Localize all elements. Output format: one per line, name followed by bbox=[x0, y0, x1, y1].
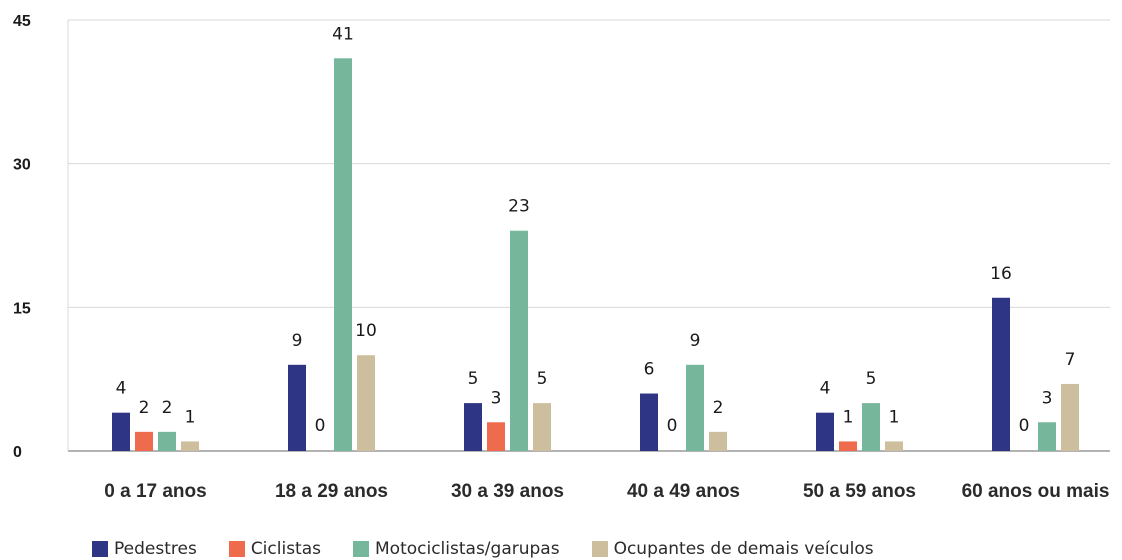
legend-item: Motociclistas/garupas bbox=[353, 539, 560, 559]
data-label: 5 bbox=[866, 369, 877, 389]
data-label: 4 bbox=[116, 379, 127, 399]
bar bbox=[816, 412, 834, 451]
bars bbox=[112, 58, 1079, 452]
legend-label: Ciclistas bbox=[250, 539, 321, 559]
legend-label: Pedestres bbox=[114, 539, 197, 559]
x-tick-label: 30 a 39 anos bbox=[451, 481, 564, 502]
legend-label: Ocupantes de demais veículos bbox=[613, 539, 874, 559]
data-label: 0 bbox=[667, 416, 678, 436]
bar bbox=[357, 355, 375, 451]
data-label: 0 bbox=[1019, 416, 1030, 436]
legend-swatch bbox=[591, 541, 608, 557]
x-tick-label: 60 anos ou mais bbox=[962, 481, 1110, 502]
y-axis: 0 15 30 45 bbox=[13, 13, 31, 461]
x-tick-label: 0 a 17 anos bbox=[104, 481, 206, 502]
bar bbox=[686, 364, 704, 451]
legend-item: Ciclistas bbox=[228, 539, 321, 559]
y-tick-label: 0 bbox=[13, 444, 22, 461]
bar bbox=[862, 403, 880, 451]
data-label: 16 bbox=[990, 264, 1012, 284]
bar bbox=[158, 431, 176, 451]
bar bbox=[885, 441, 903, 451]
data-label: 2 bbox=[139, 398, 150, 418]
legend-item: Pedestres bbox=[92, 539, 197, 559]
x-axis: 0 a 17 anos 18 a 29 anos 30 a 39 anos 40 a … bbox=[104, 481, 1109, 502]
legend-label: Motociclistas/garupas bbox=[375, 539, 560, 559]
bar bbox=[334, 58, 352, 452]
data-label: 5 bbox=[537, 369, 548, 389]
data-label: 10 bbox=[355, 321, 377, 341]
data-label: 1 bbox=[843, 407, 854, 427]
data-label: 3 bbox=[491, 388, 502, 408]
bar bbox=[640, 393, 658, 451]
data-label: 23 bbox=[508, 197, 530, 217]
data-label: 3 bbox=[1042, 388, 1053, 408]
bar bbox=[510, 230, 528, 451]
y-tick-label: 15 bbox=[13, 300, 31, 317]
bar bbox=[112, 412, 130, 451]
bar bbox=[135, 431, 153, 451]
x-tick-label: 50 a 59 anos bbox=[803, 481, 916, 502]
bar bbox=[464, 403, 482, 451]
bar bbox=[1038, 422, 1056, 451]
bar bbox=[839, 441, 857, 451]
data-label: 7 bbox=[1065, 350, 1076, 370]
bar bbox=[181, 441, 199, 451]
data-label: 1 bbox=[185, 407, 196, 427]
legend-swatch bbox=[353, 541, 369, 557]
data-label: 6 bbox=[644, 360, 655, 380]
data-label: 2 bbox=[162, 398, 173, 418]
x-tick-label: 18 a 29 anos bbox=[275, 481, 388, 502]
bar bbox=[487, 422, 505, 451]
y-tick-label: 30 bbox=[13, 157, 31, 174]
grid bbox=[67, 19, 1110, 452]
legend-swatch bbox=[228, 541, 245, 557]
bar bbox=[288, 364, 306, 451]
legend: Pedestres Ciclistas Motociclistas/garupas O… bbox=[92, 538, 906, 560]
bar bbox=[533, 403, 551, 451]
x-tick-label: 40 a 49 anos bbox=[627, 481, 740, 502]
data-label: 41 bbox=[332, 24, 354, 44]
bar bbox=[992, 297, 1010, 451]
bar bbox=[709, 431, 727, 451]
y-tick-label: 45 bbox=[13, 13, 31, 30]
legend-item: Ocupantes de demais veículos bbox=[591, 539, 874, 559]
data-label: 0 bbox=[315, 416, 326, 436]
data-label: 4 bbox=[820, 379, 831, 399]
data-label: 9 bbox=[292, 331, 303, 351]
bar bbox=[1061, 383, 1079, 451]
data-label: 1 bbox=[889, 407, 900, 427]
data-label: 9 bbox=[690, 331, 701, 351]
data-label: 5 bbox=[468, 369, 479, 389]
data-label: 2 bbox=[713, 398, 724, 418]
legend-swatch bbox=[92, 541, 108, 557]
